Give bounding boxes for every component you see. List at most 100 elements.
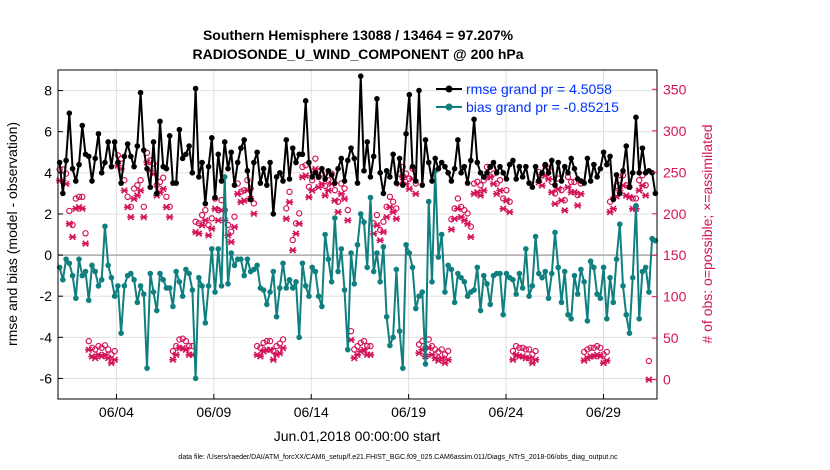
bias-point	[636, 316, 642, 322]
obs-assimilated-marker	[596, 353, 604, 360]
obs-possible-marker	[331, 186, 339, 194]
rmse-point	[60, 190, 66, 197]
obs-possible-marker	[228, 228, 235, 235]
x-tick-label: 06/29	[586, 404, 621, 420]
obs-possible-marker	[593, 342, 601, 350]
obs-assimilated-marker	[486, 173, 494, 181]
bias-point	[387, 342, 393, 349]
bias-point	[111, 293, 118, 299]
obs-possible-marker	[645, 357, 653, 365]
obs-possible-marker	[438, 346, 445, 353]
obs-assimilated-marker	[198, 222, 206, 229]
y-axis-left-label: rmse and bias (model - observation)	[4, 122, 20, 346]
obs-assimilated-marker	[276, 349, 284, 357]
obs-assimilated-marker	[383, 213, 391, 221]
obs-possible-marker	[632, 195, 640, 202]
rmse-point	[464, 180, 471, 186]
bias-point	[238, 256, 244, 262]
rmse-point	[448, 178, 455, 184]
rmse-point	[526, 180, 532, 186]
obs-possible-marker	[522, 346, 530, 353]
rmse-point	[254, 149, 260, 156]
obs-possible-marker	[441, 351, 449, 358]
rmse-point	[183, 151, 189, 158]
bias-point	[73, 295, 79, 302]
obs-assimilated-marker	[625, 193, 634, 201]
bias-point	[403, 241, 409, 248]
bias-point	[322, 231, 328, 238]
obs-assimilated-marker	[321, 192, 329, 199]
rmse-point	[613, 172, 620, 178]
rmse-point	[147, 184, 154, 191]
obs-assimilated-marker	[230, 223, 239, 231]
rmse-point	[506, 161, 513, 168]
rmse-point	[95, 130, 102, 137]
obs-possible-marker	[512, 342, 520, 350]
rmse-point	[629, 170, 636, 176]
rmse-point	[89, 178, 95, 184]
obs-assimilated-marker	[78, 205, 86, 213]
bias-point	[341, 287, 348, 293]
rmse-point	[128, 153, 134, 160]
obs-possible-marker	[101, 342, 109, 349]
obs-assimilated-marker	[638, 182, 647, 189]
legend-bias-label: bias grand pr = -0.85215	[466, 99, 619, 115]
obs-possible-marker	[163, 193, 170, 201]
bias-point	[571, 272, 578, 279]
rmse-point	[341, 178, 348, 184]
x-tick-label: 06/14	[294, 404, 329, 420]
rmse-point	[516, 163, 523, 170]
bias-point	[344, 346, 351, 353]
bias-point	[487, 301, 494, 308]
obs-assimilated-marker	[133, 192, 141, 199]
bias-point	[267, 289, 273, 295]
bias-point	[115, 283, 121, 289]
rmse-point	[344, 157, 351, 164]
obs-assimilated-marker	[282, 215, 290, 223]
rmse-point	[416, 87, 422, 94]
bias-point	[568, 316, 574, 322]
bias-point	[620, 283, 626, 289]
bias-point	[264, 301, 270, 308]
obs-possible-marker	[567, 178, 575, 186]
bias-point	[565, 311, 571, 318]
bias-point	[293, 278, 299, 285]
rmse-point	[192, 85, 199, 92]
obs-possible-marker	[532, 347, 539, 355]
bias-point	[536, 270, 542, 277]
rmse-point	[73, 178, 79, 184]
bias-point	[646, 289, 652, 295]
obs-assimilated-marker	[172, 351, 180, 359]
bias-point	[354, 241, 361, 248]
obs-assimilated-marker	[227, 238, 235, 246]
obs-possible-marker	[444, 347, 452, 355]
obs-assimilated-marker	[609, 205, 617, 213]
obs-possible-marker	[169, 347, 177, 355]
obs-assimilated-marker	[525, 354, 533, 362]
bias-point	[95, 283, 102, 289]
obs-assimilated-marker	[577, 190, 585, 198]
rmse-point	[620, 167, 626, 174]
chart-title-line2: RADIOSONDE_U_WIND_COMPONENT @ 200 hPa	[192, 46, 523, 62]
rmse-point	[558, 178, 565, 184]
rmse-point	[293, 159, 299, 166]
bias-point	[121, 283, 128, 289]
rmse-point	[202, 200, 209, 207]
rmse-point	[649, 170, 655, 176]
plot-frame	[57, 69, 658, 400]
bias-point	[183, 266, 189, 273]
bias-point	[273, 313, 280, 320]
obs-possible-marker	[279, 336, 287, 343]
obs-possible-marker	[257, 344, 264, 351]
obs-possible-marker	[393, 205, 400, 212]
obs-possible-marker	[299, 163, 306, 171]
obs-possible-marker	[341, 185, 348, 192]
rmse-point	[471, 116, 477, 123]
rmse-point	[445, 170, 451, 176]
rmse-point	[604, 161, 610, 168]
obs-possible-marker	[79, 193, 86, 201]
bias-point	[128, 270, 134, 277]
bias-point	[131, 276, 137, 283]
bias-point	[212, 289, 218, 295]
